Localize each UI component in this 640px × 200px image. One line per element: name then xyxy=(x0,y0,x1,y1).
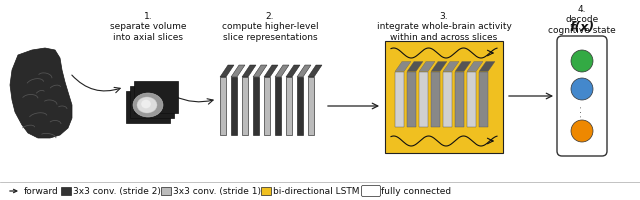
Polygon shape xyxy=(130,87,174,118)
Polygon shape xyxy=(134,82,178,113)
Text: 3.
integrate whole-brain activity
within and across slices: 3. integrate whole-brain activity within… xyxy=(376,12,511,42)
Ellipse shape xyxy=(141,100,151,109)
Text: 2.
compute higher-level
slice representations: 2. compute higher-level slice representa… xyxy=(221,12,318,42)
Polygon shape xyxy=(407,62,423,72)
Polygon shape xyxy=(431,72,440,127)
Polygon shape xyxy=(297,78,303,135)
Bar xyxy=(161,187,171,195)
Polygon shape xyxy=(455,72,464,127)
Circle shape xyxy=(571,120,593,142)
Polygon shape xyxy=(479,72,488,127)
Polygon shape xyxy=(231,78,237,135)
FancyBboxPatch shape xyxy=(557,37,607,156)
Polygon shape xyxy=(443,62,459,72)
Text: 1.
separate volume
into axial slices: 1. separate volume into axial slices xyxy=(109,12,186,42)
Text: bi-directional LSTM: bi-directional LSTM xyxy=(273,187,360,196)
Polygon shape xyxy=(286,78,292,135)
Polygon shape xyxy=(479,62,495,72)
Polygon shape xyxy=(467,62,483,72)
Polygon shape xyxy=(286,66,300,78)
Polygon shape xyxy=(308,78,314,135)
Polygon shape xyxy=(220,66,234,78)
Polygon shape xyxy=(395,72,404,127)
Text: 3x3 conv. (stride 1): 3x3 conv. (stride 1) xyxy=(173,187,261,196)
Polygon shape xyxy=(242,66,256,78)
Text: 3x3 conv. (stride 2): 3x3 conv. (stride 2) xyxy=(73,187,161,196)
Polygon shape xyxy=(431,62,447,72)
Polygon shape xyxy=(443,72,452,127)
Circle shape xyxy=(571,51,593,73)
Ellipse shape xyxy=(133,94,163,117)
Polygon shape xyxy=(10,49,72,138)
Text: 4.
decode
cognitive state: 4. decode cognitive state xyxy=(548,5,616,35)
Text: f(x): f(x) xyxy=(570,20,595,33)
Polygon shape xyxy=(467,72,476,127)
Polygon shape xyxy=(395,62,411,72)
Polygon shape xyxy=(407,72,416,127)
Polygon shape xyxy=(308,66,322,78)
Text: · · ·: · · · xyxy=(579,105,585,116)
Polygon shape xyxy=(242,78,248,135)
Polygon shape xyxy=(220,78,226,135)
Ellipse shape xyxy=(137,98,157,113)
FancyBboxPatch shape xyxy=(385,42,503,153)
Text: forward: forward xyxy=(24,187,59,196)
Polygon shape xyxy=(419,72,428,127)
Polygon shape xyxy=(264,66,278,78)
Polygon shape xyxy=(126,92,170,123)
Polygon shape xyxy=(455,62,471,72)
Bar xyxy=(261,187,271,195)
Polygon shape xyxy=(253,66,267,78)
Circle shape xyxy=(571,79,593,100)
Polygon shape xyxy=(231,66,245,78)
Polygon shape xyxy=(275,66,289,78)
Polygon shape xyxy=(253,78,259,135)
Polygon shape xyxy=(275,78,281,135)
FancyBboxPatch shape xyxy=(362,186,381,197)
Text: fully connected: fully connected xyxy=(381,187,451,196)
Polygon shape xyxy=(297,66,311,78)
Polygon shape xyxy=(419,62,435,72)
Bar xyxy=(61,187,71,195)
Polygon shape xyxy=(264,78,270,135)
